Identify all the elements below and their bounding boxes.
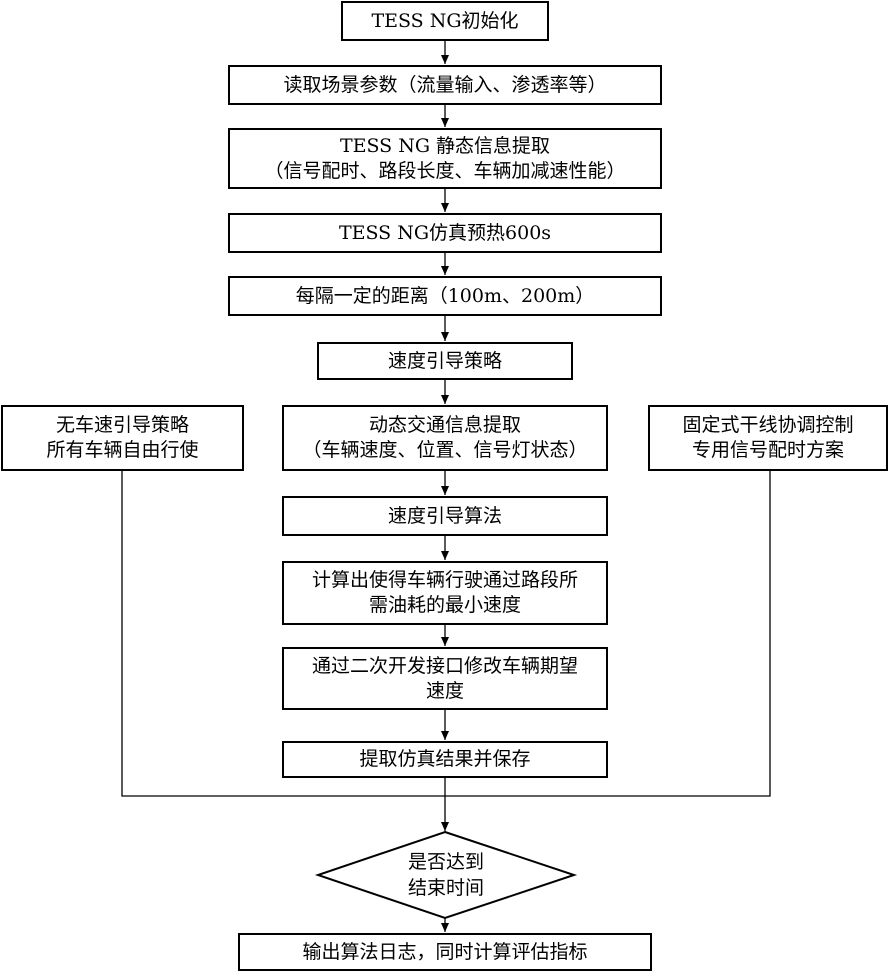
- init-box: TESS NG初始化: [341, 1, 549, 41]
- dynamic-extract-line1: 动态交通信息提取: [368, 414, 521, 436]
- compute-min-fuel-line1: 计算出使得车辆行驶通过路段所: [311, 569, 578, 591]
- merge-line: [121, 470, 771, 797]
- modify-speed-box: 通过二次开发接口修改车辆期望 速度: [282, 647, 608, 710]
- no-guidance-box: 无车速引导策略 所有车辆自由行使: [1, 405, 244, 471]
- compute-min-fuel-line2: 需油耗的最小速度: [368, 594, 521, 616]
- decision-diamond: [314, 830, 578, 920]
- read-params-box: 读取场景参数（流量输入、渗透率等）: [228, 65, 662, 105]
- fixed-signal-box: 固定式干线协调控制 专用信号配时方案: [648, 405, 888, 471]
- decision-line2: 结束时间: [407, 877, 484, 899]
- init-label: TESS NG初始化: [371, 9, 519, 32]
- static-extract-box: TESS NG 静态信息提取 （信号配时、路段长度、车辆加减速性能）: [228, 128, 662, 189]
- no-guidance-line1: 无车速引导策略: [55, 414, 189, 436]
- save-results-label: 提取仿真结果并保存: [359, 748, 531, 770]
- no-guidance-line2: 所有车辆自由行使: [46, 439, 199, 461]
- modify-speed-line2: 速度: [425, 679, 464, 702]
- speed-algorithm-box: 速度引导算法: [282, 496, 608, 536]
- output-label: 输出算法日志，同时计算评估指标: [302, 940, 588, 963]
- output-box: 输出算法日志，同时计算评估指标: [238, 933, 652, 971]
- interval-box: 每隔一定的距离（100m、200m）: [228, 276, 662, 316]
- dynamic-extract-line2: （车辆速度、位置、信号灯状态）: [302, 439, 588, 461]
- speed-guidance-strategy-box: 速度引导策略: [317, 342, 573, 380]
- speed-algorithm-label: 速度引导算法: [387, 504, 502, 527]
- static-extract-line1: TESS NG 静态信息提取: [339, 134, 551, 157]
- static-extract-line2: （信号配时、路段长度、车辆加减速性能）: [264, 159, 626, 182]
- fixed-signal-line2: 专用信号配时方案: [691, 439, 844, 461]
- interval-label: 每隔一定的距离（100m、200m）: [295, 284, 595, 307]
- dynamic-extract-box: 动态交通信息提取 （车辆速度、位置、信号灯状态）: [282, 405, 608, 471]
- fixed-signal-line1: 固定式干线协调控制: [682, 414, 854, 436]
- read-params-label: 读取场景参数（流量输入、渗透率等）: [283, 73, 607, 96]
- decision-line1: 是否达到: [407, 851, 484, 873]
- warmup-box: TESS NG仿真预热600s: [228, 213, 662, 253]
- warmup-label: TESS NG仿真预热600s: [338, 221, 552, 244]
- save-results-box: 提取仿真结果并保存: [282, 741, 608, 778]
- speed-guidance-strategy-label: 速度引导策略: [387, 349, 502, 372]
- compute-min-fuel-box: 计算出使得车辆行驶通过路段所 需油耗的最小速度: [282, 561, 608, 625]
- decision-label: 是否达到 结束时间: [318, 832, 574, 918]
- modify-speed-line1: 通过二次开发接口修改车辆期望: [311, 654, 578, 677]
